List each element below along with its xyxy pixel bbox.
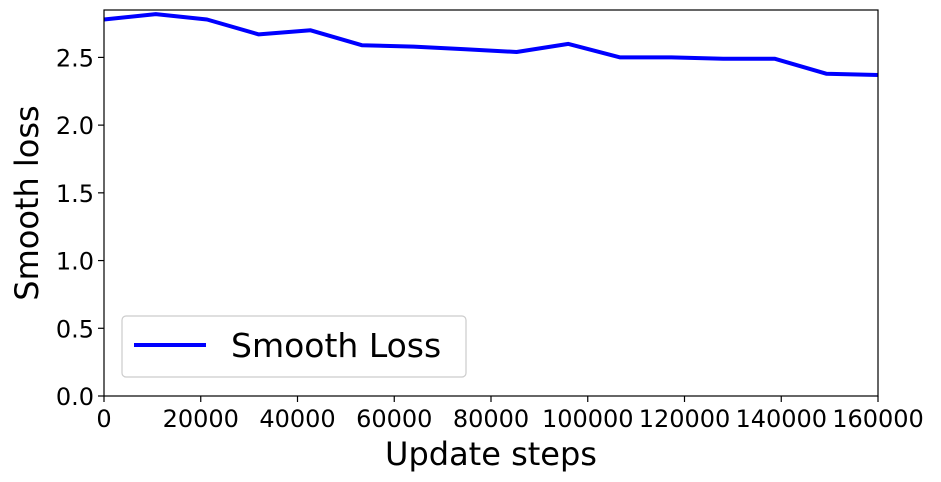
y-axis-ticks: 0.0 0.5 1.0 1.5 2.0 2.5 [56,44,104,411]
y-tick-label: 1.0 [56,248,94,276]
y-axis-title: Smooth loss [8,105,46,300]
y-tick-label: 2.5 [56,44,94,72]
y-tick-label: 0.5 [56,315,94,343]
legend-box [121,315,467,378]
y-tick-label: 1.5 [56,180,94,208]
legend-label-smooth-loss: Smooth Loss [231,326,441,365]
x-tick-label: 40000 [259,405,335,433]
y-tick-label: 2.0 [56,112,94,140]
series-line-smooth-loss [103,12,879,77]
x-tick-label: 100000 [542,405,634,433]
x-axis-title: Update steps [385,435,597,473]
series-layer [103,12,879,77]
x-axis-ticks: 0 20000 40000 60000 80000 100000 120000 140000 1… [96,396,924,433]
plot-frame [103,9,879,397]
x-tick-label: 0 [96,405,111,433]
x-tick-label: 140000 [735,405,827,433]
y-tick-label: 0.0 [56,383,94,411]
x-tick-label: 20000 [163,405,239,433]
x-tick-label: 60000 [356,405,432,433]
legend: Smooth Loss [121,315,467,378]
x-tick-label: 80000 [453,405,529,433]
x-tick-label: 160000 [832,405,924,433]
x-tick-label: 120000 [639,405,731,433]
